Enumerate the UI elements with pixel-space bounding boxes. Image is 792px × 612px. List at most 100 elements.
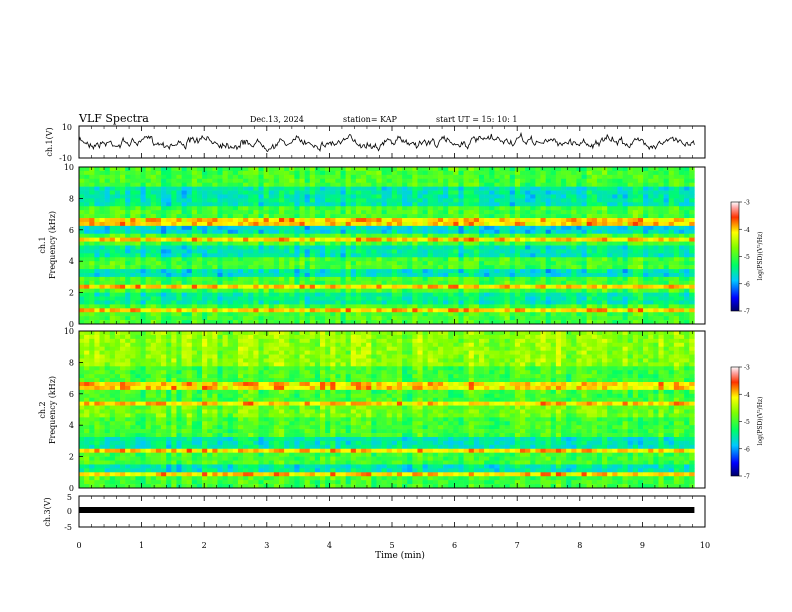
spectrogram-cell: [653, 257, 659, 262]
spectrogram-cell: [678, 296, 685, 301]
spectrogram-cell: [114, 198, 121, 203]
spectrogram-cell: [504, 178, 511, 183]
spectrogram-cell: [94, 178, 100, 183]
spectrogram-cell: [561, 296, 567, 301]
spectrogram-cell: [258, 284, 264, 289]
spectrogram-cell: [222, 288, 229, 293]
spectrogram-cell: [263, 288, 270, 293]
spectrogram-cell: [504, 202, 511, 207]
spectrogram-cell: [120, 182, 126, 187]
spectrogram-cell: [335, 272, 341, 278]
spectrogram-cell: [150, 276, 157, 282]
spectrogram-cell: [484, 312, 490, 317]
spectrogram-cell: [622, 218, 628, 223]
spectrogram-cell: [371, 206, 377, 211]
spectrogram-cell: [150, 170, 157, 176]
spectrogram-cell: [345, 300, 352, 305]
spectrogram-cell: [161, 331, 167, 336]
spectrogram-cell: [273, 300, 280, 305]
spectrogram-cell: [232, 245, 239, 250]
spectrogram-cell: [263, 218, 270, 223]
spectrogram-cell: [248, 276, 254, 282]
spectrogram-cell: [504, 170, 511, 176]
spectrogram-cell: [340, 284, 346, 289]
spectrogram-cell: [376, 280, 382, 286]
spectrogram-cell: [489, 308, 495, 313]
spectrogram-cell: [668, 269, 675, 274]
spectrogram-cell: [299, 272, 305, 278]
spectrogram-cell: [432, 210, 439, 215]
spectrogram-cell: [550, 225, 557, 231]
spectrogram-cell: [309, 280, 316, 286]
spectrogram-cell: [443, 225, 449, 231]
spectrogram-cell: [109, 265, 116, 270]
spectrogram-cell: [94, 334, 100, 340]
spectrogram-cell: [617, 265, 623, 270]
spectrogram-cell: [540, 261, 546, 266]
spectrogram-cell: [602, 261, 608, 266]
spectrogram-cell: [361, 331, 367, 336]
ch1-ytick-bottom: -10: [59, 154, 72, 163]
spectrogram-cell: [391, 202, 398, 207]
spectrogram-cell: [453, 206, 459, 211]
spectrogram-cell: [268, 178, 275, 183]
spectrogram-cell: [99, 194, 105, 199]
spectrogram-cell: [166, 241, 172, 246]
spectrogram-cell: [396, 257, 403, 262]
spectrogram-cell: [99, 296, 105, 301]
spectrogram-cell: [602, 221, 608, 227]
spectrogram-cell: [109, 237, 116, 242]
spectrogram-cell: [468, 221, 475, 227]
spectrogram-cell: [125, 288, 131, 293]
spectrogram-cell: [371, 300, 377, 305]
spectrogram-cell: [514, 221, 521, 227]
spectrogram-cell: [258, 206, 264, 211]
spectrogram-cell: [612, 170, 618, 176]
spectrogram-cell: [222, 174, 229, 180]
spectrogram-cell: [494, 241, 500, 246]
spectrogram-cell: [555, 214, 562, 219]
spectrogram-cell: [325, 229, 331, 235]
spectrogram-cell: [407, 221, 413, 227]
spectrogram-cell: [396, 272, 403, 278]
spectrogram-cell: [448, 292, 454, 297]
spectrogram-cell: [550, 218, 557, 223]
spectrogram-cell: [345, 229, 352, 235]
spectrogram-cell: [140, 265, 146, 270]
spectrogram-cell: [109, 269, 116, 274]
spectrogram-cell: [607, 194, 613, 199]
spectrogram-cell: [84, 218, 90, 223]
spectrogram-cell: [99, 320, 105, 325]
spectrogram-cell: [417, 308, 423, 313]
spectrogram-cell: [422, 190, 428, 195]
spectrogram-cell: [361, 320, 367, 325]
spectrogram-cell: [453, 249, 459, 254]
spectrogram-cell: [84, 170, 90, 176]
spectrogram-cell: [402, 225, 408, 231]
spectrogram-cell: [258, 249, 264, 254]
spectrogram-cell: [161, 280, 167, 286]
spectrogram-cell: [155, 292, 162, 297]
spectrogram-cell: [258, 276, 264, 282]
spectrogram-cell: [417, 245, 423, 250]
spectrogram-cell: [171, 178, 177, 183]
spectrogram-cell: [212, 186, 218, 191]
spectrogram-cell: [299, 292, 305, 297]
spectrogram-cell: [545, 170, 552, 176]
spectrogram-cell: [320, 261, 326, 266]
spectrogram-cell: [150, 253, 157, 258]
spectrogram-cell: [273, 170, 280, 176]
spectrogram-cell: [191, 300, 198, 305]
spectrogram-cell: [104, 253, 111, 258]
spectrogram-cell: [607, 229, 613, 235]
spectrogram-cell: [222, 241, 229, 246]
spectrogram-cell: [586, 296, 593, 301]
spectrogram-cell: [171, 257, 177, 262]
spectrogram-cell: [504, 261, 511, 266]
spectrogram-cell: [94, 304, 100, 309]
spectrogram-cell: [525, 241, 531, 246]
spectrogram-cell: [340, 237, 346, 242]
spectrogram-cell: [407, 300, 413, 305]
spectrogram-cell: [381, 288, 387, 293]
spectrogram-cell: [427, 229, 434, 235]
